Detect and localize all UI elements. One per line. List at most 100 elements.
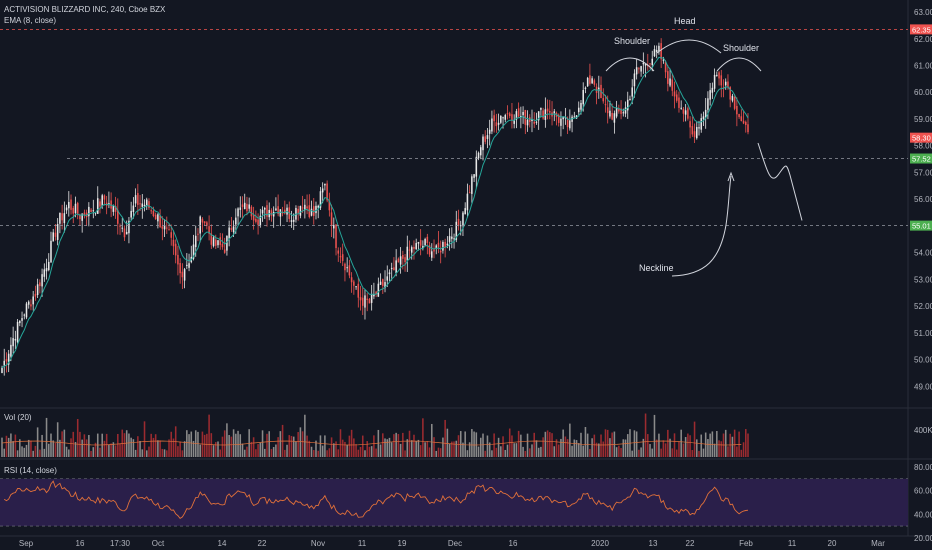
- volume-bar: [564, 436, 567, 457]
- volume-pane-label[interactable]: Vol (20): [4, 413, 32, 422]
- candle-body: [419, 239, 422, 246]
- candle-body: [344, 263, 346, 271]
- volume-bar: [511, 435, 513, 457]
- price-tick-label: 51.00: [914, 329, 932, 338]
- candle-body: [252, 215, 255, 221]
- volume-bar: [546, 430, 549, 457]
- volume-bar: [678, 441, 680, 457]
- volume-bar: [500, 446, 502, 457]
- candle-body: [208, 226, 210, 234]
- candle-body: [577, 107, 580, 113]
- volume-bar: [357, 449, 360, 457]
- candle-body: [263, 208, 266, 210]
- candle-body: [451, 236, 453, 239]
- candle-body: [10, 344, 12, 357]
- volume-bar: [181, 450, 184, 457]
- volume-bar: [321, 445, 324, 457]
- volume-bar: [589, 448, 591, 457]
- volume-bar: [544, 431, 547, 457]
- candle-body: [393, 267, 395, 271]
- rsi-line: [3, 480, 749, 520]
- volume-bar: [217, 441, 219, 457]
- volume-bar: [497, 437, 500, 457]
- volume-bar: [702, 448, 705, 457]
- candle-body: [197, 233, 199, 235]
- volume-bar: [105, 433, 108, 457]
- rsi-pane-label[interactable]: RSI (14, close): [4, 466, 57, 475]
- volume-bar: [348, 435, 351, 457]
- volume-bar: [477, 446, 480, 457]
- volume-bar: [484, 450, 487, 457]
- volume-bar: [132, 439, 135, 457]
- time-tick-label: Sep: [19, 539, 34, 548]
- candle-body: [330, 212, 333, 226]
- volume-bar: [464, 431, 466, 457]
- time-tick-label: 22: [686, 539, 695, 548]
- candle-body: [424, 238, 426, 246]
- candle-body: [426, 236, 429, 243]
- candle-body: [12, 338, 14, 347]
- volume-bar: [154, 434, 157, 457]
- volume-bar: [70, 438, 72, 457]
- price-tick-label: 56.00: [914, 195, 932, 204]
- candle-body: [210, 233, 213, 245]
- volume-bar: [635, 431, 638, 457]
- candle-body: [731, 95, 734, 101]
- volume-bar: [32, 450, 34, 457]
- candle-body: [3, 360, 6, 366]
- volume-bar: [359, 446, 362, 457]
- volume-bar: [399, 443, 402, 457]
- volume-bar: [76, 419, 79, 457]
- candle-body: [47, 261, 50, 271]
- candle-body: [1, 367, 3, 374]
- volume-bar: [493, 433, 495, 457]
- candle-body: [350, 277, 353, 283]
- volume-bar: [437, 447, 440, 457]
- volume-bar: [219, 449, 222, 457]
- price-tick-label: 54.00: [914, 249, 932, 258]
- volume-bar: [662, 440, 665, 457]
- level-badge-label: 55.01: [912, 222, 931, 231]
- volume-bar: [720, 441, 723, 457]
- candle-body: [598, 87, 600, 90]
- volume-bar: [693, 421, 696, 457]
- volume-bar: [462, 442, 464, 457]
- volume-bar: [542, 437, 544, 457]
- candle-body: [179, 262, 181, 274]
- candle-body: [431, 251, 433, 258]
- volume-bar: [575, 440, 578, 457]
- candle-body: [417, 242, 420, 244]
- volume-bar: [192, 440, 195, 457]
- candle-body: [373, 294, 375, 297]
- volume-bar: [30, 440, 32, 457]
- volume-bar: [566, 439, 569, 457]
- volume-bar: [680, 429, 682, 457]
- candle-body: [479, 147, 482, 156]
- volume-bar: [555, 439, 558, 457]
- candle-body: [502, 117, 504, 119]
- candle-body: [517, 108, 520, 117]
- candle-body: [117, 210, 119, 224]
- candle-body: [317, 205, 319, 208]
- volume-bar: [279, 431, 282, 457]
- volume-bar: [604, 429, 607, 457]
- volume-bar: [212, 445, 215, 457]
- candle-body: [604, 104, 607, 106]
- candle-body: [653, 49, 656, 57]
- volume-bar: [675, 449, 678, 457]
- time-tick-label: 14: [218, 539, 227, 548]
- time-tick-label: 13: [649, 539, 658, 548]
- volume-bar: [408, 430, 411, 457]
- candle-body: [486, 135, 489, 139]
- volume-bar: [288, 435, 291, 457]
- volume-bar: [123, 433, 126, 457]
- volume-bar: [724, 429, 727, 457]
- volume-bar: [208, 414, 210, 457]
- candle-body: [346, 267, 348, 269]
- candle-body: [484, 136, 487, 142]
- volume-bar: [246, 446, 248, 457]
- candle-body: [228, 227, 230, 239]
- ema-indicator-label[interactable]: EMA (8, close): [4, 16, 57, 25]
- candle-body: [161, 226, 164, 229]
